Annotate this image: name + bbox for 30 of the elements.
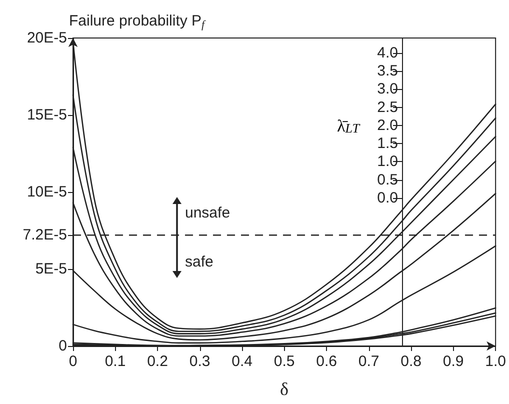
y2-tick-label: 2.5 xyxy=(377,98,398,116)
x-tick-label: 0.8 xyxy=(400,353,422,370)
y-tick-label: 5E-5 xyxy=(35,260,67,278)
annotation: unsafe xyxy=(185,204,230,222)
x-tick-label: 0.7 xyxy=(358,353,380,370)
x-tick-label: 0.3 xyxy=(189,353,210,370)
x-tick-label: 0 xyxy=(68,353,78,370)
y2-tick-label: 4.0 xyxy=(377,44,398,62)
x-tick-label: 0.6 xyxy=(316,353,337,370)
y2-tick-label: 1.0 xyxy=(377,153,398,170)
annotation: safe xyxy=(185,254,214,270)
y2-tick-label: 3.5 xyxy=(377,62,398,80)
x-axis-title: δ xyxy=(280,379,289,399)
x-tick-label: 0.1 xyxy=(104,353,126,370)
x-tick-label: 0.9 xyxy=(442,353,464,370)
y-tick-label: 15E-5 xyxy=(26,106,67,124)
y2-axis-title: λ̄LT xyxy=(337,116,360,136)
y2-tick-label: 0.0 xyxy=(377,189,398,206)
y2-tick-label: 1.5 xyxy=(377,135,398,152)
x-tick-label: 0.2 xyxy=(147,353,168,370)
x-tick-label: 0.5 xyxy=(274,353,295,370)
y-tick-label: 20E-5 xyxy=(26,30,67,46)
y-tick-label: 7.2E-5 xyxy=(22,226,67,244)
y2-tick-label: 3.0 xyxy=(377,80,398,98)
y2-tick-label: 2.0 xyxy=(377,116,398,134)
y-tick-label: 10E-5 xyxy=(26,184,67,200)
y2-tick-label: 0.5 xyxy=(377,171,398,188)
y-tick-label: 0 xyxy=(58,338,67,354)
x-tick-label: 1.0 xyxy=(485,353,506,370)
x-tick-label: 0.4 xyxy=(232,353,252,370)
